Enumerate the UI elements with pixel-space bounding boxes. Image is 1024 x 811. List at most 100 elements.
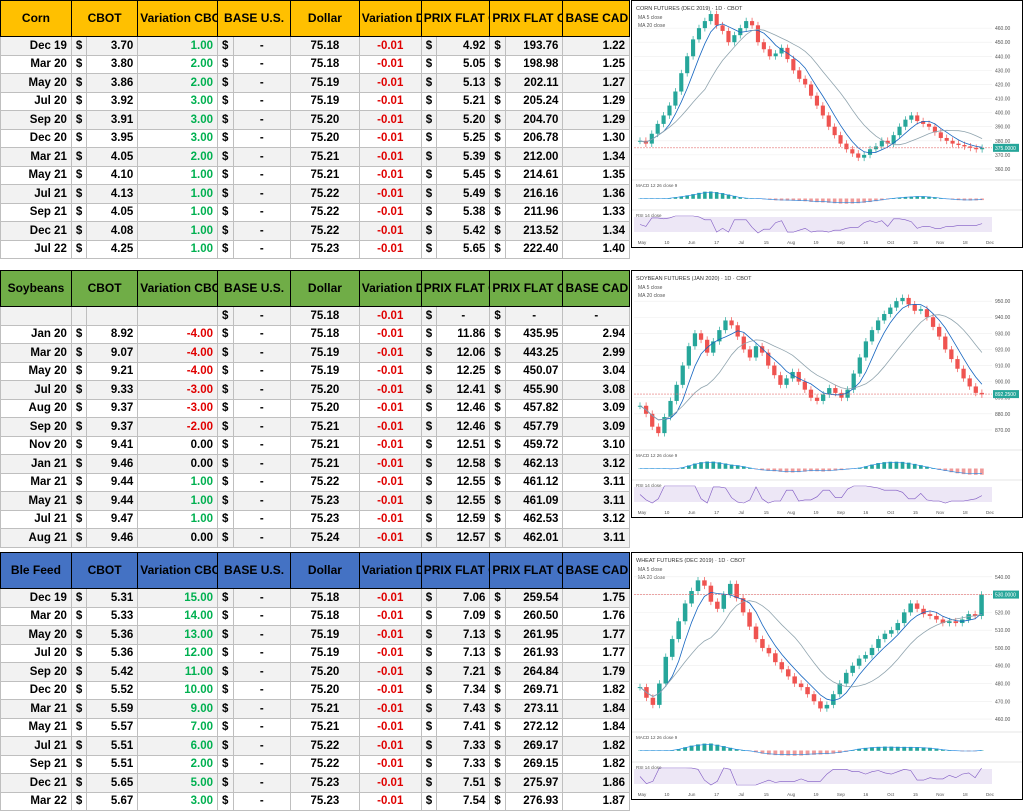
x-tick-label: 15: [764, 510, 770, 515]
dollar-rate: 75.21: [291, 718, 360, 737]
candle-body: [908, 603, 913, 612]
currency-symbol: $: [218, 510, 234, 529]
x-tick-label: Jul: [739, 510, 745, 515]
contract-month: Sep 20: [1, 418, 72, 437]
cbot-variation: 0.00: [138, 529, 218, 548]
candle-body: [821, 394, 825, 400]
x-tick-label: 19: [813, 510, 819, 515]
cbot-price: 4.08: [87, 222, 138, 241]
base-us: -: [233, 473, 291, 492]
flat-price-bu: 12.55: [437, 492, 490, 511]
flat-price-bu: 11.86: [437, 325, 490, 344]
base-cad: 1.77: [563, 626, 630, 645]
dollar-rate: 75.21: [291, 700, 360, 719]
base-us: -: [233, 240, 291, 259]
flat-price-bu: 12.59: [437, 510, 490, 529]
base-cad: 1.75: [563, 589, 630, 608]
base-us: -: [233, 455, 291, 474]
flat-price-bu: 5.39: [437, 148, 490, 167]
candle-body: [956, 144, 960, 145]
candle-body: [951, 141, 955, 144]
candle-body: [748, 349, 752, 357]
flat-price-mt: 212.00: [505, 148, 563, 167]
candle-body: [772, 366, 776, 376]
cbot-variation: 13.00: [138, 626, 218, 645]
candle-body: [662, 115, 666, 123]
dollar-variation: -0.01: [359, 185, 421, 204]
dollar-rate: 75.19: [291, 92, 360, 111]
cbot-variation: 1.00: [138, 185, 218, 204]
y-tick-label: 490.00: [995, 664, 1011, 670]
base-us: -: [233, 510, 291, 529]
currency-symbol: $: [71, 222, 87, 241]
flat-price-mt: 261.93: [505, 644, 563, 663]
candle-body: [732, 35, 736, 42]
dollar-rate: 75.23: [291, 774, 360, 793]
currency-symbol: $: [490, 185, 506, 204]
flat-price-mt: 443.25: [505, 344, 563, 363]
flat-price-bu: 5.65: [437, 240, 490, 259]
currency-symbol: $: [218, 473, 234, 492]
currency-symbol: $: [71, 589, 87, 608]
candle-body: [803, 382, 807, 390]
base-us: -: [233, 418, 291, 437]
currency-symbol: $: [71, 436, 87, 455]
column-header: BASE U.S.: [218, 553, 291, 589]
candle-body: [945, 138, 949, 141]
base-us: -: [233, 37, 291, 56]
base-cad: 3.12: [563, 510, 630, 529]
currency-symbol: $: [218, 418, 234, 437]
base-cad: 1.29: [563, 92, 630, 111]
currency-symbol: $: [71, 129, 87, 148]
cbot-variation: 2.00: [138, 148, 218, 167]
column-header: BASE U.S.: [218, 1, 291, 37]
x-tick-label: May: [638, 240, 647, 245]
candle-body: [858, 357, 862, 373]
cbot-variation: 1.00: [138, 37, 218, 56]
y-tick-label: 360.00: [995, 167, 1011, 173]
chart-title: WHEAT FUTURES (DEC 2019) · 1D · CBOT: [636, 558, 746, 564]
base-us: -: [233, 325, 291, 344]
cbot-variation: 5.00: [138, 774, 218, 793]
currency-symbol: $: [421, 203, 437, 222]
y-tick-label: 450.00: [995, 40, 1011, 46]
flat-price-mt: 461.12: [505, 473, 563, 492]
base-us: -: [233, 737, 291, 756]
dollar-rate: 75.21: [291, 148, 360, 167]
dollar-variation: -0.01: [359, 755, 421, 774]
candle-body: [949, 349, 953, 359]
y-tick-label: 440.00: [995, 54, 1011, 60]
base-cad: 1.27: [563, 74, 630, 93]
dollar-rate: 75.20: [291, 381, 360, 400]
contract-month: Dec 21: [1, 222, 72, 241]
base-us: -: [233, 203, 291, 222]
dollar-rate: 75.23: [291, 492, 360, 511]
dollar-variation: -0.01: [359, 203, 421, 222]
base-us: -: [233, 166, 291, 185]
flat-price-bu: 12.46: [437, 418, 490, 437]
candle-body: [773, 653, 778, 662]
base-cad: 1.79: [563, 663, 630, 682]
contract-month: Jul 22: [1, 240, 72, 259]
currency-symbol: $: [218, 129, 234, 148]
candle-body: [919, 309, 923, 311]
dollar-variation: -0.01: [359, 626, 421, 645]
cbot-price: 4.10: [87, 166, 138, 185]
currency-symbol: $: [218, 774, 234, 793]
flat-price-bu: 7.33: [437, 755, 490, 774]
candle-body: [754, 346, 758, 357]
currency-symbol: $: [490, 473, 506, 492]
